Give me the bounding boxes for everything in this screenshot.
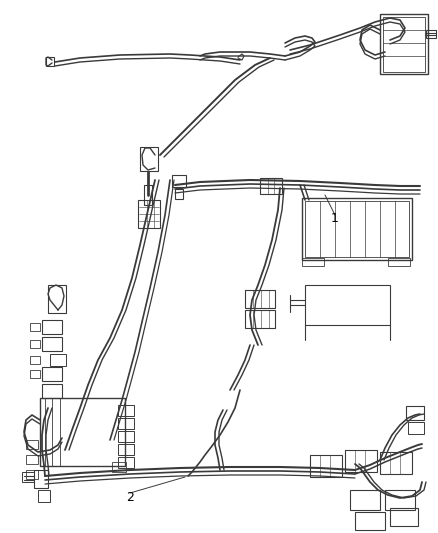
Bar xyxy=(30,356,40,364)
Bar xyxy=(42,320,62,334)
Bar xyxy=(301,258,323,266)
Bar xyxy=(42,367,62,381)
Bar xyxy=(175,189,183,199)
Bar xyxy=(304,285,389,325)
Bar xyxy=(379,452,411,474)
Bar xyxy=(30,323,40,331)
Bar xyxy=(138,200,159,228)
Bar xyxy=(26,470,38,479)
Bar xyxy=(144,185,152,205)
Bar xyxy=(259,178,281,194)
Bar xyxy=(40,398,125,466)
Bar xyxy=(304,201,408,257)
Bar xyxy=(407,422,423,434)
Bar xyxy=(405,406,423,420)
Bar xyxy=(50,354,66,366)
Text: 1: 1 xyxy=(330,212,338,224)
Bar xyxy=(118,431,134,442)
Bar xyxy=(354,512,384,530)
Bar xyxy=(38,490,50,502)
Bar xyxy=(30,370,40,378)
Bar xyxy=(112,462,126,472)
Bar xyxy=(425,30,435,38)
Bar xyxy=(309,455,341,477)
Bar xyxy=(301,198,411,260)
Bar xyxy=(46,57,54,66)
Bar xyxy=(382,17,424,72)
Bar xyxy=(244,290,274,308)
Bar xyxy=(118,444,134,455)
Bar xyxy=(34,470,48,488)
Bar xyxy=(349,490,379,510)
Bar xyxy=(42,384,62,398)
Bar xyxy=(30,340,40,348)
Bar xyxy=(22,472,34,482)
Bar xyxy=(140,147,158,171)
Bar xyxy=(118,405,134,416)
Bar xyxy=(26,455,38,464)
Bar xyxy=(118,457,134,468)
Bar xyxy=(344,450,376,472)
Bar xyxy=(26,440,38,449)
Bar xyxy=(387,258,409,266)
Bar xyxy=(118,418,134,429)
Bar xyxy=(389,508,417,526)
Bar xyxy=(379,14,427,74)
Bar xyxy=(244,310,274,328)
Bar xyxy=(48,285,66,313)
Bar xyxy=(42,337,62,351)
Text: 2: 2 xyxy=(126,491,134,505)
Bar xyxy=(172,175,186,187)
Bar xyxy=(384,490,414,510)
